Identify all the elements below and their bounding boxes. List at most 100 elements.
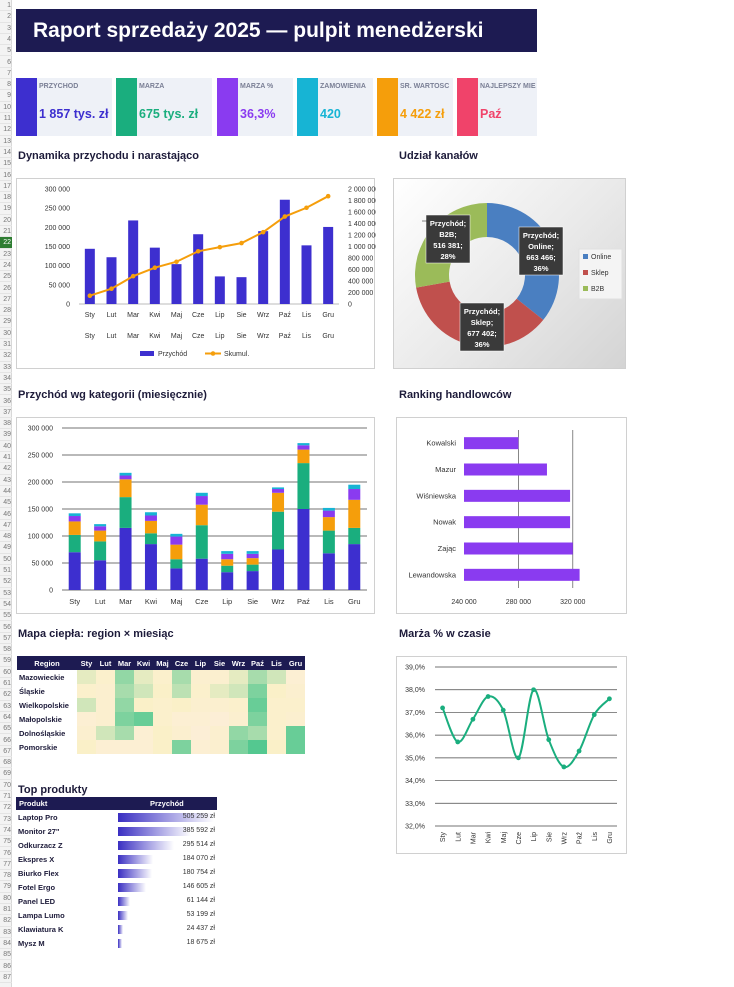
- heatmap-row-label[interactable]: Małopolskie: [19, 714, 62, 724]
- row-number[interactable]: 28: [0, 305, 12, 317]
- row-number[interactable]: 85: [0, 949, 12, 961]
- row-number[interactable]: 27: [0, 294, 12, 306]
- category-stacked-chart[interactable]: 0 50 000 100 000 150 000 200 000 250 000 300 0…: [16, 417, 375, 614]
- row-number[interactable]: 9: [0, 90, 12, 102]
- heatmap-cell[interactable]: [229, 712, 248, 726]
- row-number[interactable]: 51: [0, 565, 12, 577]
- row-number[interactable]: 12: [0, 124, 12, 136]
- row-number[interactable]: 77: [0, 859, 12, 871]
- heatmap-header-cell[interactable]: Kwi: [134, 656, 153, 670]
- row-number[interactable]: 75: [0, 836, 12, 848]
- row-number[interactable]: 69: [0, 768, 12, 780]
- heatmap-cell[interactable]: [77, 670, 96, 684]
- row-number[interactable]: 52: [0, 576, 12, 588]
- row-number[interactable]: 46: [0, 509, 12, 520]
- row-number[interactable]: 36: [0, 396, 12, 407]
- heatmap-cell[interactable]: [172, 684, 191, 698]
- row-number[interactable]: 4: [0, 34, 12, 46]
- row-number[interactable]: 86: [0, 961, 12, 972]
- heatmap-header-cell[interactable]: Lut: [96, 656, 115, 670]
- heatmap-header-cell[interactable]: Lis: [267, 656, 286, 670]
- heatmap-cell[interactable]: [134, 726, 153, 740]
- heatmap-header-cell[interactable]: Maj: [153, 656, 172, 670]
- heatmap-cell[interactable]: [191, 684, 210, 698]
- heatmap-cell[interactable]: [191, 740, 210, 754]
- heatmap-cell[interactable]: [210, 698, 229, 712]
- row-number[interactable]: 8: [0, 79, 12, 91]
- product-row[interactable]: Laptop Pro 505 259 zł: [18, 811, 218, 824]
- sales-ranking-chart[interactable]: 240 000 280 000 320 000 Kowalski Mazur Wiśnie…: [396, 417, 627, 614]
- row-number[interactable]: 71: [0, 791, 12, 803]
- row-number[interactable]: 38: [0, 418, 12, 430]
- heatmap-cell[interactable]: [77, 726, 96, 740]
- row-number[interactable]: 41: [0, 452, 12, 464]
- row-number[interactable]: 87: [0, 972, 12, 984]
- heatmap-cell[interactable]: [77, 740, 96, 754]
- heatmap-cell[interactable]: [153, 712, 172, 726]
- heatmap-cell[interactable]: [248, 698, 267, 712]
- heatmap-cell[interactable]: [267, 740, 286, 754]
- row-number[interactable]: 39: [0, 429, 12, 441]
- row-number[interactable]: 21: [0, 226, 12, 238]
- heatmap-cell[interactable]: [134, 684, 153, 698]
- heatmap-cell[interactable]: [191, 726, 210, 740]
- row-number[interactable]: 10: [0, 102, 12, 113]
- heatmap-table[interactable]: Region Sty Lut Mar Kwi Maj Cze Lip Sie Wrz Paź Lis G…: [17, 656, 305, 754]
- row-number[interactable]: 83: [0, 927, 12, 938]
- heatmap-cell[interactable]: [229, 684, 248, 698]
- heatmap-row-label[interactable]: Pomorskie: [19, 742, 58, 752]
- row-number[interactable]: 48: [0, 531, 12, 543]
- heatmap-cell[interactable]: [210, 670, 229, 684]
- row-number[interactable]: 61: [0, 678, 12, 690]
- heatmap-cell[interactable]: [210, 712, 229, 726]
- kpi-card[interactable]: PRZYCHÓD 1 857 tys. zł: [16, 78, 112, 136]
- heatmap-cell[interactable]: [153, 740, 172, 754]
- heatmap-cell[interactable]: [172, 726, 191, 740]
- heatmap-cell[interactable]: [286, 698, 305, 712]
- row-number[interactable]: 18: [0, 192, 12, 204]
- row-number[interactable]: 44: [0, 486, 12, 498]
- row-number[interactable]: 17: [0, 181, 12, 193]
- heatmap-cell[interactable]: [191, 698, 210, 712]
- heatmap-header-cell[interactable]: Sie: [210, 656, 229, 670]
- heatmap-cell[interactable]: [229, 670, 248, 684]
- row-number[interactable]: 29: [0, 316, 12, 328]
- heatmap-cell[interactable]: [286, 670, 305, 684]
- product-row[interactable]: Monitor 27" 385 592 zł: [18, 825, 218, 838]
- kpi-card[interactable]: ŚR. WARTOŚĆ 4 422 zł: [377, 78, 453, 136]
- heatmap-row-label[interactable]: Wielkopolskie: [19, 700, 69, 710]
- row-number[interactable]: 14: [0, 147, 12, 159]
- heatmap-cell[interactable]: [96, 698, 115, 712]
- heatmap-header-cell[interactable]: Region: [17, 656, 77, 670]
- product-row[interactable]: Biurko Flex 180 754 zł: [18, 867, 218, 880]
- row-number[interactable]: 54: [0, 599, 12, 611]
- row-number[interactable]: 2: [0, 11, 12, 23]
- product-row[interactable]: Fotel Ergo 146 605 zł: [18, 881, 218, 894]
- row-number[interactable]: 43: [0, 475, 12, 486]
- row-number[interactable]: 57: [0, 633, 12, 645]
- heatmap-cell[interactable]: [229, 698, 248, 712]
- row-number[interactable]: 30: [0, 328, 12, 339]
- heatmap-cell[interactable]: [96, 712, 115, 726]
- kpi-card[interactable]: ZAMÓWIENIA 420: [297, 78, 373, 136]
- heatmap-cell[interactable]: [248, 712, 267, 726]
- row-number[interactable]: 49: [0, 542, 12, 554]
- row-number[interactable]: 67: [0, 746, 12, 758]
- heatmap-cell[interactable]: [210, 684, 229, 698]
- heatmap-cell[interactable]: [115, 726, 134, 740]
- row-number[interactable]: 34: [0, 373, 12, 385]
- row-number[interactable]: 32: [0, 350, 12, 362]
- row-number[interactable]: 15: [0, 158, 12, 170]
- row-number[interactable]: 58: [0, 644, 12, 656]
- row-number[interactable]: 19: [0, 203, 12, 215]
- row-number[interactable]: 62: [0, 689, 12, 701]
- heatmap-cell[interactable]: [286, 712, 305, 726]
- row-number[interactable]: 42: [0, 463, 12, 475]
- row-number[interactable]: 66: [0, 735, 12, 746]
- heatmap-header-cell[interactable]: Sty: [77, 656, 96, 670]
- row-number[interactable]: 16: [0, 170, 12, 181]
- row-number[interactable]: 13: [0, 136, 12, 147]
- row-number[interactable]: 47: [0, 520, 12, 532]
- heatmap-header-cell[interactable]: Cze: [172, 656, 191, 670]
- heatmap-cell[interactable]: [210, 726, 229, 740]
